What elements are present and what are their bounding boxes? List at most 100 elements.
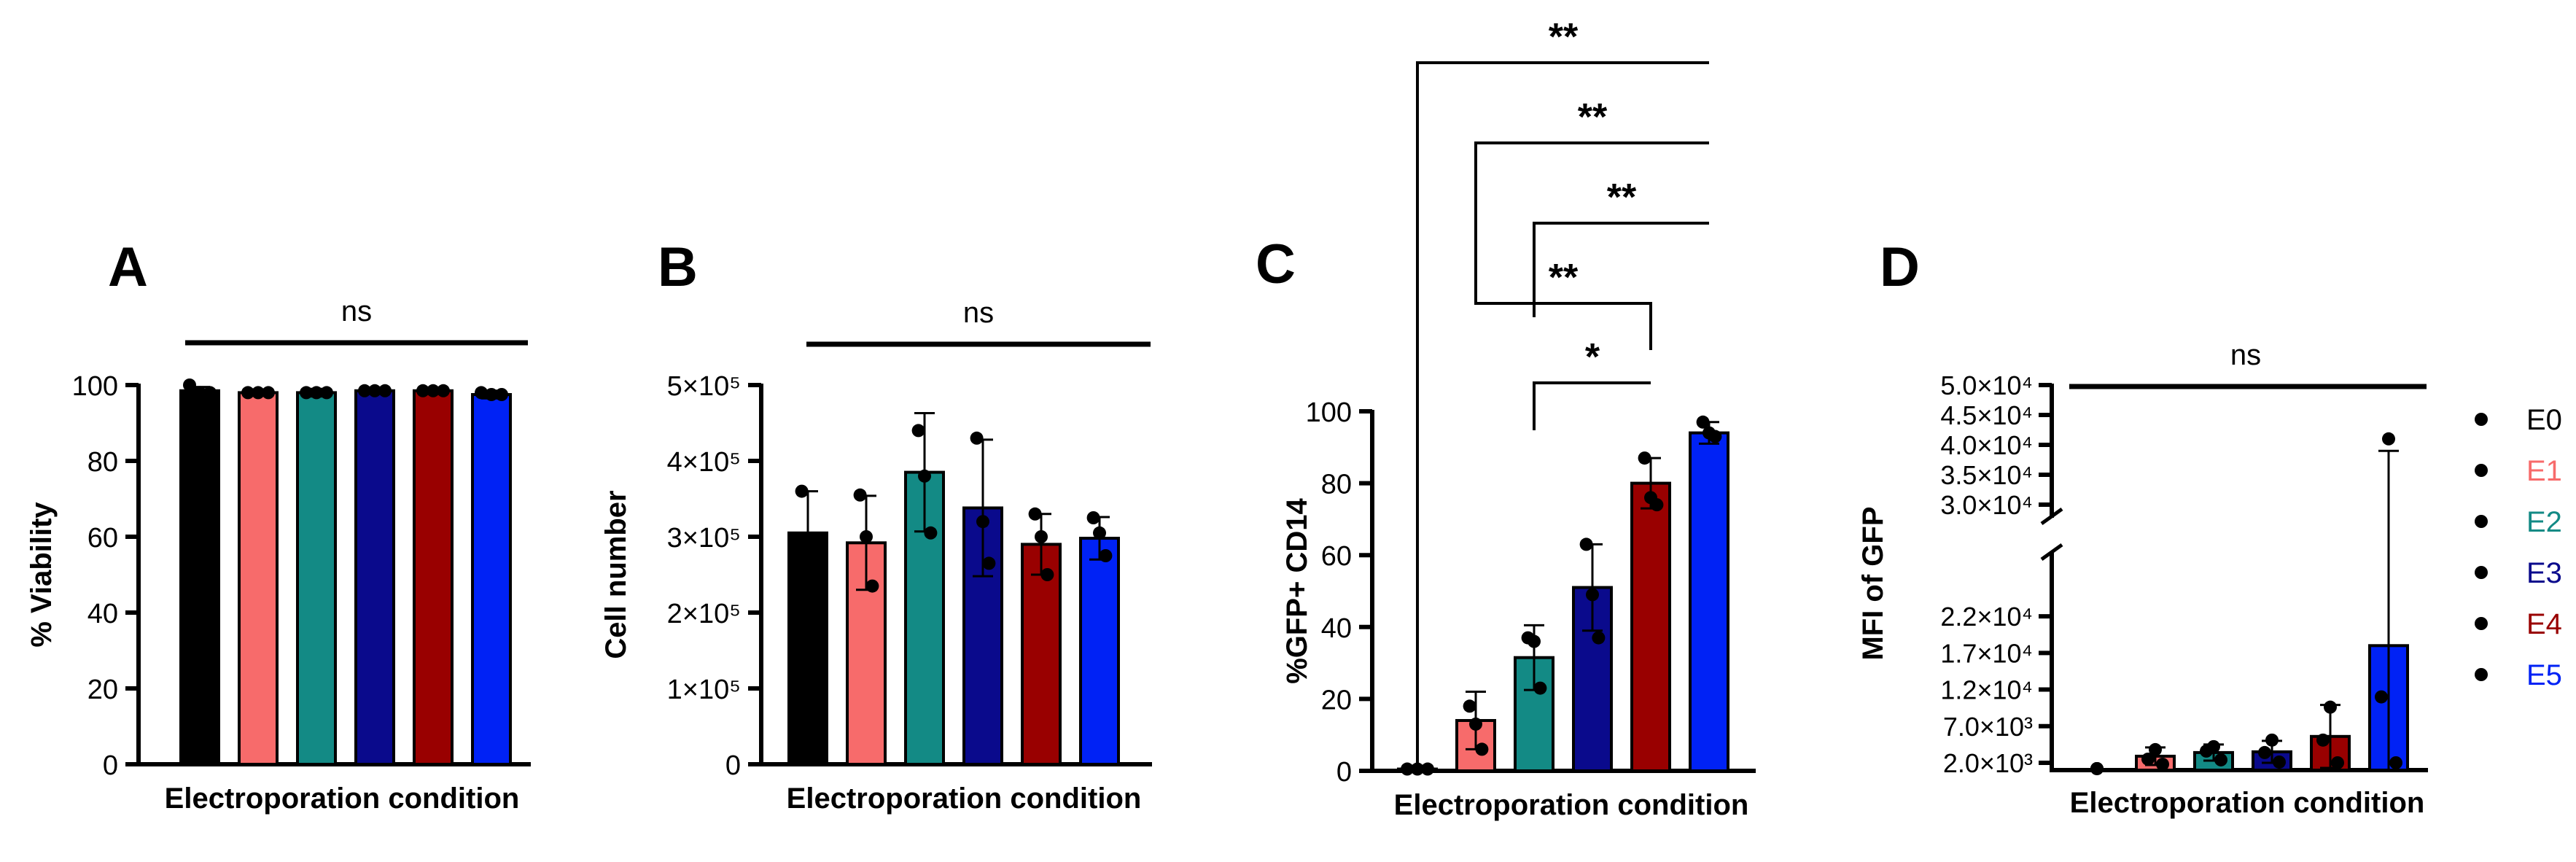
data-point	[2090, 761, 2104, 775]
y-axis-title: % Viability	[26, 502, 58, 648]
data-point	[918, 469, 931, 483]
significance-bracket	[1416, 61, 1709, 767]
data-point	[1093, 526, 1106, 540]
data-point	[801, 537, 814, 551]
significance-label: ns	[341, 295, 372, 327]
y-tick-label: 7.0×10³	[1943, 712, 2033, 742]
y-tick-label: 3.0×10⁴	[1940, 490, 2033, 520]
data-point	[203, 386, 217, 400]
x-axis-title: Electroporation condition	[1394, 789, 1749, 821]
y-tick-label: 60	[1321, 541, 1352, 572]
panel-letter: C	[1256, 233, 1296, 295]
y-tick-label: 20	[87, 675, 118, 705]
significance-bracket	[1474, 286, 1652, 350]
bar-e4	[1630, 481, 1671, 772]
y-tick-label: 1×10⁵	[667, 675, 741, 705]
legend-marker	[2475, 515, 2488, 528]
data-point	[2149, 742, 2162, 756]
data-point	[2214, 753, 2227, 766]
significance-label: **	[1578, 96, 1608, 139]
data-point	[320, 386, 333, 400]
legend-label-e3: E3	[2526, 557, 2562, 589]
data-point	[2316, 733, 2330, 747]
data-point	[924, 526, 938, 540]
data-point	[911, 424, 925, 438]
significance-label: ns	[2230, 339, 2261, 371]
panel-letter: A	[108, 236, 148, 298]
y-axis-title: Cell number	[600, 490, 632, 659]
bar-e4	[413, 389, 454, 766]
y-tick-label: 1.2×10⁴	[1940, 675, 2033, 705]
y-tick-label: 0	[725, 750, 741, 781]
y-axis-title: %GFP+ CD14	[1281, 497, 1313, 683]
data-point	[1586, 588, 1599, 602]
data-point	[416, 384, 429, 397]
y-tick-label: 4.5×10⁴	[1940, 400, 2033, 430]
data-point	[865, 579, 879, 593]
axis-break-mark	[2040, 507, 2063, 526]
y-tick-label: 20	[1321, 685, 1352, 715]
data-point	[193, 386, 206, 400]
significance-label: **	[1549, 16, 1579, 58]
data-point	[2200, 744, 2213, 758]
data-point	[1421, 762, 1434, 776]
legend-label-e1: E1	[2526, 455, 2562, 487]
y-tick-label: 60	[87, 523, 118, 554]
data-point	[2258, 745, 2271, 759]
data-point	[1533, 681, 1547, 695]
panel-a: A 0 20 40 60 80 100 % Viability Electroporation …	[26, 236, 531, 815]
axis-break-mark	[2040, 543, 2063, 562]
data-point	[1035, 530, 1048, 543]
data-point	[2389, 756, 2402, 769]
panel-letter: D	[1880, 236, 1920, 298]
data-point	[853, 488, 867, 502]
data-point	[2273, 755, 2286, 769]
data-point	[1579, 537, 1593, 551]
panel-b: B 0 1×10⁵ 2×10⁵ 3×10⁵ 4×10⁵ 5×10⁵ Cell number El…	[600, 236, 1152, 815]
data-point	[860, 530, 873, 543]
significance-label: **	[1607, 176, 1637, 219]
data-point	[1528, 634, 1541, 648]
data-point	[1411, 762, 1424, 776]
data-point	[1028, 507, 1042, 521]
significance-label: ns	[963, 297, 994, 329]
y-tick-label: 80	[87, 447, 118, 478]
x-axis-title: Electroporation condition	[2070, 787, 2425, 819]
data-point	[1469, 717, 1482, 731]
significance-bracket	[1474, 141, 1709, 286]
y-tick-label: 80	[1321, 470, 1352, 500]
significance-label: *	[1585, 336, 1600, 378]
x-axis-title: Electroporation condition	[787, 783, 1142, 815]
y-tick-label: 2×10⁵	[667, 599, 741, 629]
data-point	[262, 386, 275, 400]
bar-e5	[1689, 431, 1729, 773]
legend: E0 E1 E2 E3 E4 E5	[2475, 404, 2562, 691]
data-point	[982, 556, 996, 570]
data-point	[2331, 756, 2344, 769]
data-point	[795, 484, 809, 498]
bar-e5	[471, 393, 512, 766]
data-point	[1696, 415, 1710, 429]
bar-e2	[296, 391, 337, 766]
data-point	[1650, 498, 1664, 512]
x-axis-title: Electroporation condition	[165, 783, 520, 815]
y-tick-label: 1.7×10⁴	[1940, 638, 2033, 668]
y-tick-label: 40	[1321, 613, 1352, 644]
data-point	[475, 386, 488, 400]
data-point	[1086, 511, 1100, 524]
y-axis-title: MFI of GFP	[1857, 506, 1889, 660]
panel-letter: B	[658, 236, 698, 298]
data-point	[1099, 549, 1113, 562]
legend-marker	[2475, 566, 2488, 579]
data-point	[1463, 699, 1476, 713]
y-tick-label: 0	[1336, 757, 1352, 788]
data-point	[378, 384, 392, 397]
data-point	[252, 386, 265, 400]
data-point	[970, 431, 984, 445]
legend-marker	[2475, 464, 2488, 477]
bar-e3	[354, 389, 395, 766]
data-point	[310, 386, 323, 400]
bar-e1	[238, 391, 279, 766]
data-point	[807, 556, 821, 570]
data-point	[368, 384, 381, 397]
